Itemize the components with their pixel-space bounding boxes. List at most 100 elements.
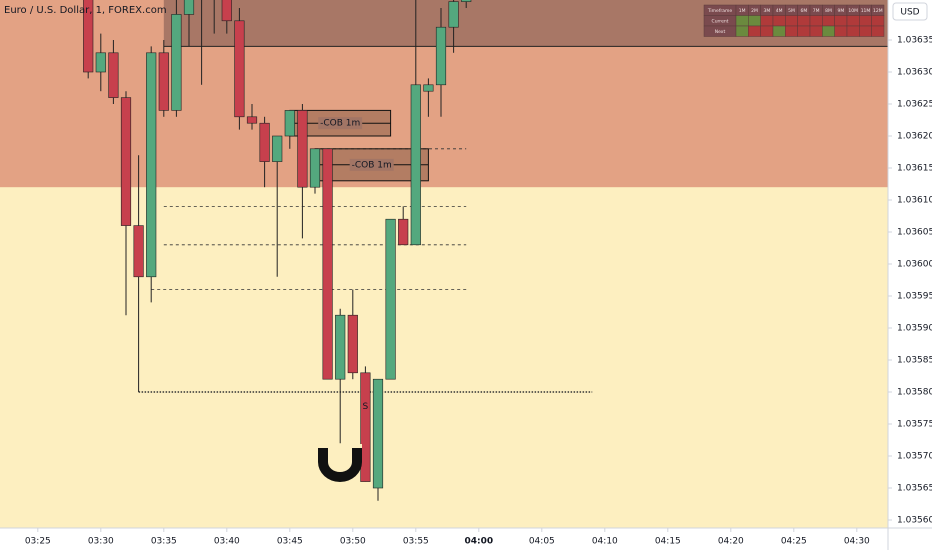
candle-body (347, 314, 358, 374)
x-tick-label: 03:30 (88, 537, 114, 547)
x-tick-label: 03:35 (151, 537, 177, 547)
annotation: S (363, 402, 369, 412)
table-cell (785, 25, 798, 37)
table-cell (859, 25, 872, 37)
candle-body (410, 84, 421, 246)
cob-label-bg (318, 117, 363, 130)
currency-box[interactable] (892, 2, 928, 21)
candle-body (83, 0, 94, 73)
table-cell (748, 25, 761, 37)
candle-body (133, 225, 144, 278)
table-header: 4M (776, 8, 783, 14)
table-cell (797, 15, 811, 27)
x-tick-label: 04:15 (655, 537, 681, 547)
table-header: 5M (788, 8, 795, 14)
candle-body (120, 97, 132, 226)
candle-body (309, 148, 321, 188)
candle-body (372, 378, 384, 489)
x-tick-label: 03:55 (403, 537, 429, 547)
x-tick-label: 04:05 (529, 537, 555, 547)
table-cell (735, 25, 749, 37)
table-header: 12M (873, 8, 883, 14)
chart-title: Euro / U.S. Dollar, 1, FOREX.com (4, 5, 167, 16)
candle-body (284, 110, 295, 137)
y-tick-label: 1.03595 (897, 292, 932, 302)
table-cell (822, 15, 835, 27)
table-cell (871, 25, 885, 37)
y-tick-label: 1.03620 (897, 132, 932, 142)
candle-body (171, 14, 182, 111)
x-tick-label: 03:45 (277, 537, 303, 547)
table-cell (834, 25, 848, 37)
table-cell (809, 25, 823, 37)
candle-body (221, 0, 232, 22)
magnet-icon (318, 444, 362, 482)
y-tick-label: 1.03630 (897, 68, 932, 78)
table-cell (859, 15, 872, 27)
candle-body (146, 52, 157, 278)
candle-body (272, 135, 283, 162)
table-row-label: Current (712, 18, 729, 24)
table-header: 1M (739, 8, 746, 14)
candle-body (108, 52, 119, 98)
currency[interactable]: USD (900, 8, 919, 18)
table-cell (772, 15, 786, 27)
candle-body (322, 148, 333, 380)
table-cell (735, 15, 749, 27)
table-cell (834, 15, 848, 27)
candle-body (183, 0, 195, 15)
candle-body (385, 218, 396, 380)
table-cell (846, 25, 860, 37)
y-tick-label: 1.03590 (897, 324, 932, 334)
y-tick-label: 1.03635 (897, 36, 932, 46)
y-tick-label: 1.03560 (897, 516, 932, 526)
x-tick-label: 03:50 (340, 537, 366, 547)
candle-body (448, 1, 459, 28)
table-header: 2M (751, 8, 758, 14)
table-cell (871, 15, 885, 27)
x-tick-label: 04:20 (718, 537, 744, 547)
candle-body (398, 218, 409, 246)
table-header: 3M (763, 8, 770, 14)
y-tick-label: 1.03570 (897, 452, 932, 462)
price-axis (888, 0, 932, 550)
candle-body (158, 52, 169, 111)
candle-body (423, 84, 434, 92)
candle-body (335, 314, 346, 380)
cob-label: -COB 1m (320, 119, 360, 129)
table-cell (846, 15, 860, 27)
y-tick-label: 1.03565 (897, 484, 932, 494)
y-tick-label: 1.03625 (897, 100, 932, 110)
table-cell (785, 15, 798, 27)
x-tick-label: 03:40 (214, 537, 240, 547)
cob-label: -COB 1m (352, 160, 392, 170)
table-cell (760, 25, 774, 37)
x-tick-label: 04:00 (464, 537, 493, 547)
table-header: 9M (837, 8, 844, 14)
candle-body (246, 116, 258, 124)
candle-body (234, 20, 245, 118)
y-tick-label: 1.03615 (897, 164, 932, 174)
candle-body (435, 26, 447, 86)
candle-body (259, 122, 270, 162)
table-cell (760, 15, 774, 27)
table-cell (797, 25, 811, 37)
candle-body (297, 110, 308, 188)
time-axis (0, 528, 888, 550)
cob-label-bg (349, 158, 394, 171)
timeframe-table: Timeframe 1M 2M 3M 4M 5M 6M 7M 8M 9M 10M 11M 12M Curr… (703, 4, 885, 37)
y-tick-label: 1.03610 (897, 196, 932, 206)
x-tick-label: 04:10 (592, 537, 618, 547)
candle-body (461, 0, 472, 2)
table-header: 8M (825, 8, 832, 14)
table-cell (748, 15, 761, 27)
table-header: 11M (861, 8, 871, 14)
table-header: 7M (813, 8, 820, 14)
y-tick-label: 1.03580 (897, 388, 932, 398)
x-tick-label: 03:25 (25, 537, 51, 547)
y-tick-label: 1.03605 (897, 228, 932, 238)
candle-body (95, 52, 106, 73)
candle-body (360, 372, 371, 482)
table-row-label: Next (715, 29, 726, 35)
